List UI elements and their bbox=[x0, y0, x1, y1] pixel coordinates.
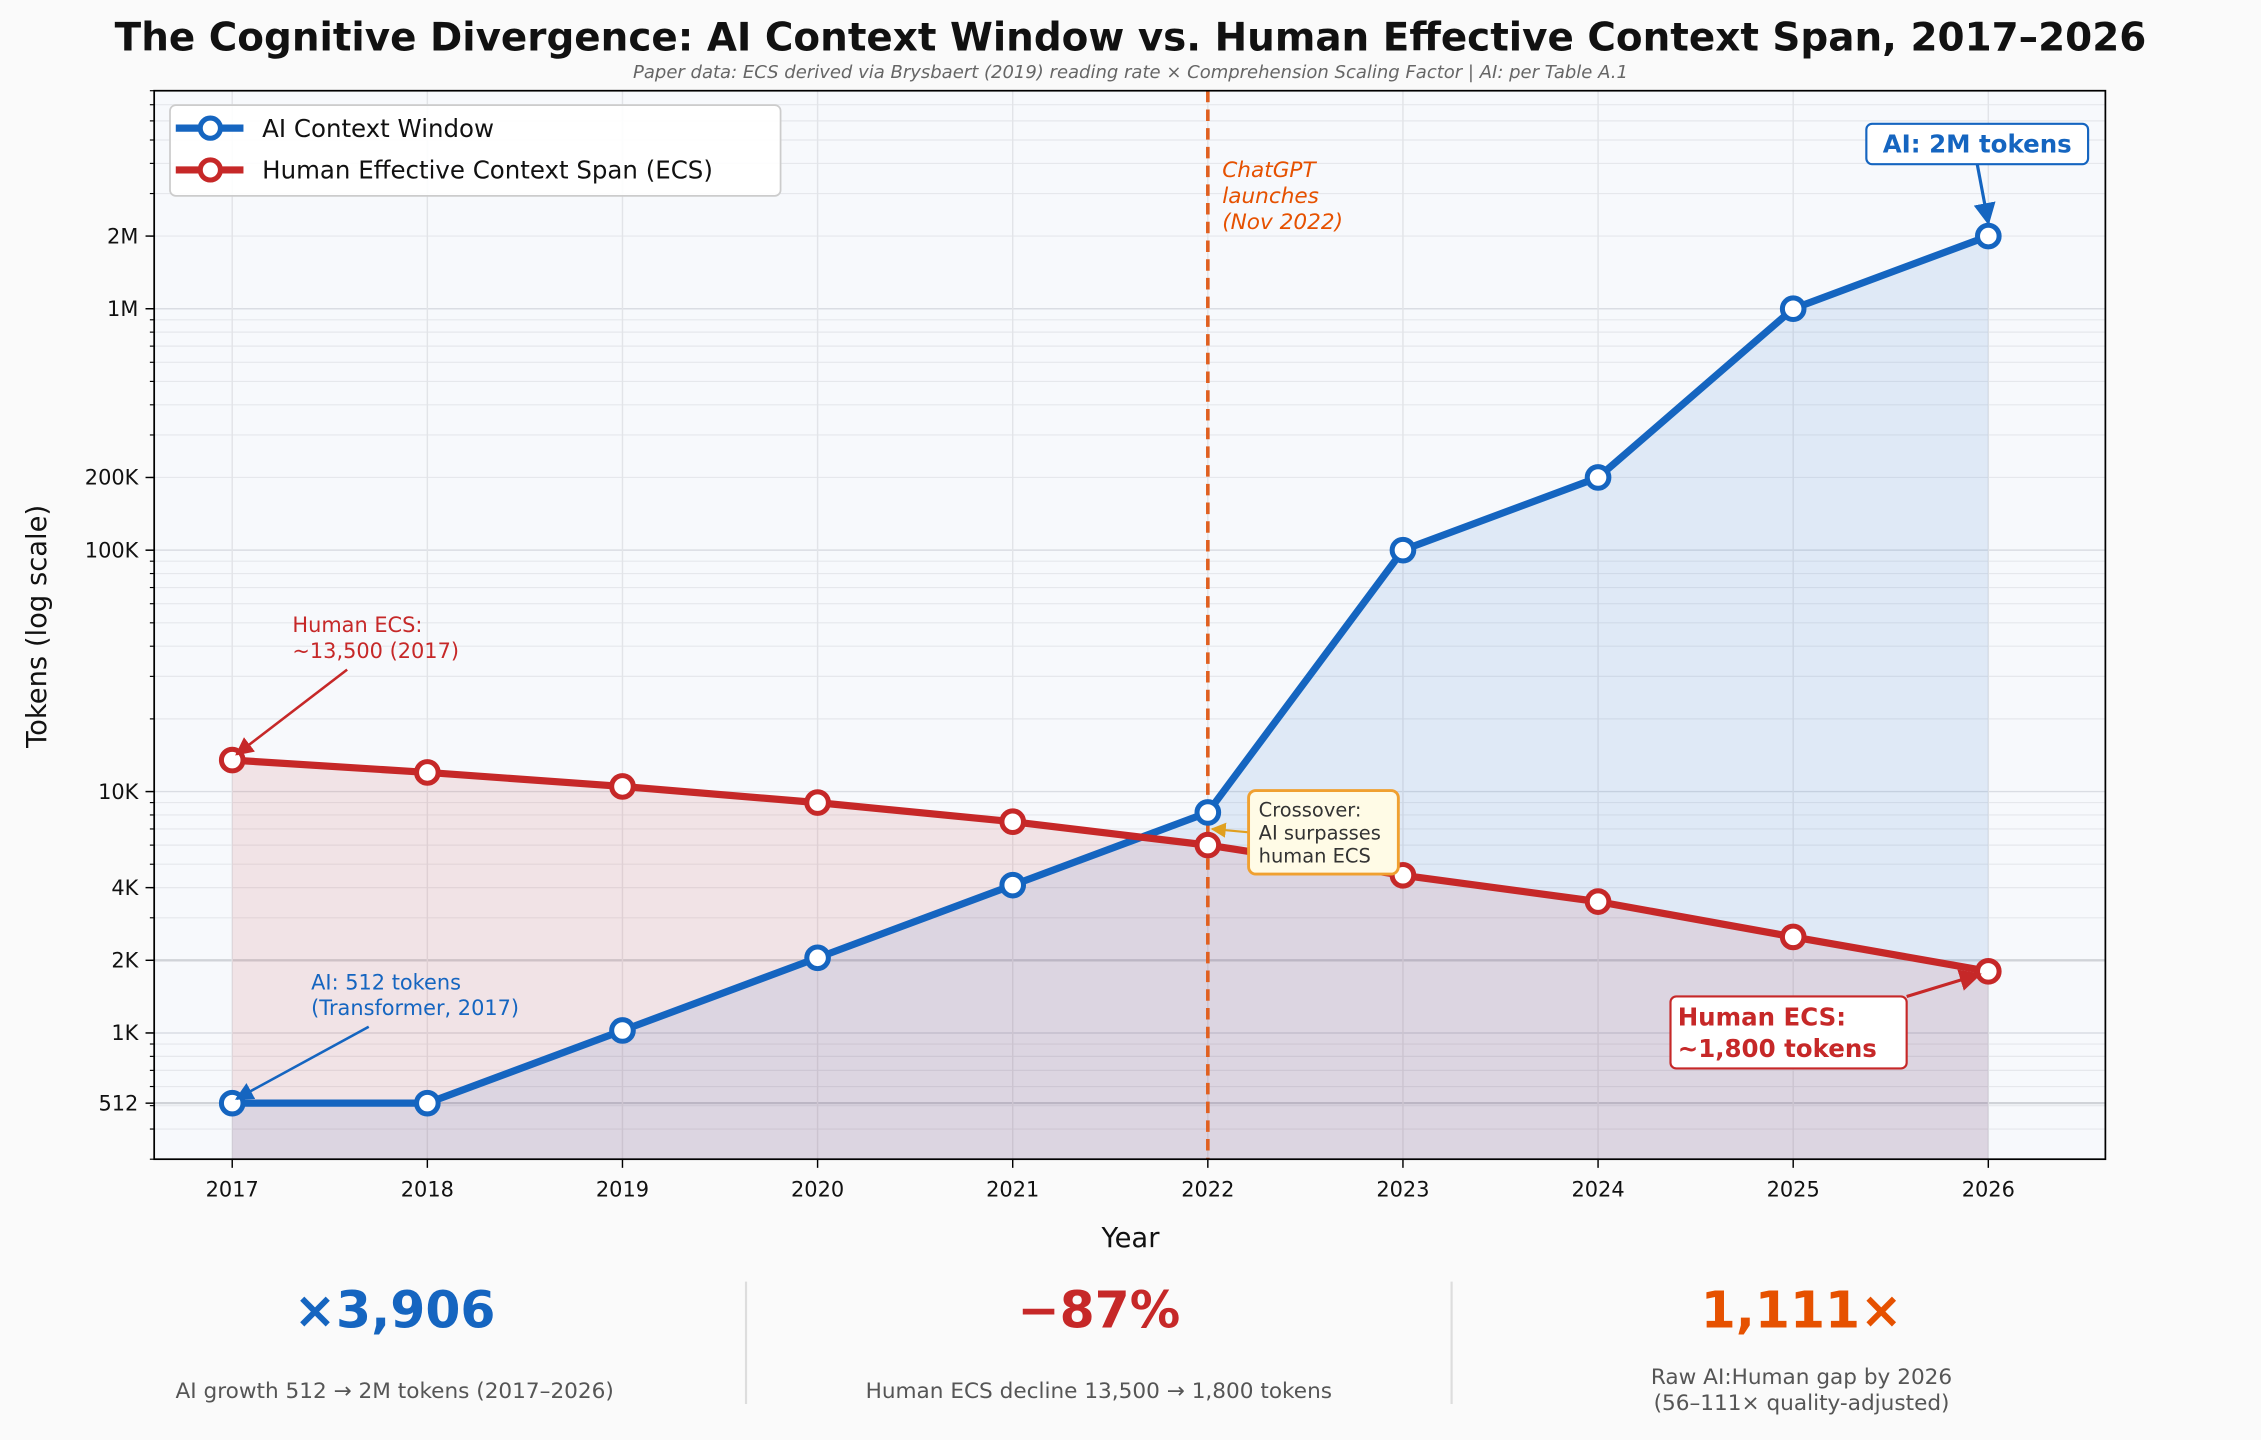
plot-frame bbox=[153, 89, 2107, 1161]
annotation-line: Human ECS: bbox=[292, 613, 422, 637]
stat-label: Raw AI:Human gap by 2026 bbox=[1651, 1365, 1952, 1390]
stat-value: ×3,906 bbox=[294, 1281, 496, 1340]
ai-series-line bbox=[232, 232, 1990, 1107]
x-tick-label: 2024 bbox=[1571, 1178, 1624, 1202]
x-tick-label: 2020 bbox=[791, 1178, 844, 1202]
ai-data-point bbox=[1584, 464, 1612, 491]
annotation-line: AI: 512 tokens bbox=[311, 970, 461, 994]
y-tick-label: 512 bbox=[98, 1091, 138, 1115]
ai-start-annotation: AI: 512 tokens (Transformer, 2017) bbox=[311, 970, 519, 1020]
x-axis-label: Year bbox=[1101, 1223, 1161, 1254]
x-tick-label: 2019 bbox=[596, 1178, 649, 1202]
legend bbox=[169, 104, 782, 197]
y-tick-label: 1K bbox=[111, 1021, 139, 1045]
annotation-line: ~1,800 tokens bbox=[1678, 1034, 1877, 1063]
annotation-arrow bbox=[1210, 822, 1249, 838]
x-tick-label: 2022 bbox=[1181, 1178, 1234, 1202]
human-data-point bbox=[1779, 923, 1807, 951]
ai-end-annotation: AI: 2M tokens bbox=[1883, 130, 2072, 159]
ai-area-fill bbox=[232, 236, 1989, 1160]
x-tick-label: 2021 bbox=[986, 1178, 1039, 1202]
ai-data-point bbox=[1974, 222, 2002, 250]
x-tick-label: 2026 bbox=[1962, 1178, 2015, 1202]
plot-background bbox=[154, 90, 2106, 1160]
y-tick-label: 2K bbox=[111, 948, 139, 972]
crossover-annotation: Crossover: AI surpasses human ECS bbox=[1259, 798, 1381, 867]
legend-swatch-marker bbox=[197, 157, 223, 183]
annotation-line: AI surpasses bbox=[1259, 822, 1381, 845]
legend-label: Human Effective Context Span (ECS) bbox=[262, 156, 713, 185]
y-tick-label: 100K bbox=[85, 538, 140, 562]
human-data-point bbox=[609, 773, 636, 800]
human-start-annotation: Human ECS: ~13,500 (2017) bbox=[292, 613, 459, 663]
legend-label: AI Context Window bbox=[262, 114, 494, 143]
human-data-point bbox=[1584, 888, 1612, 915]
human-data-point bbox=[1974, 958, 2002, 985]
ai-data-point bbox=[609, 1017, 636, 1044]
x-tick-label: 2025 bbox=[1767, 1178, 1820, 1202]
stat-label: Human ECS decline 13,500 → 1,800 tokens bbox=[866, 1379, 1332, 1404]
human-series-line bbox=[232, 756, 1989, 975]
y-axis-label: Tokens (log scale) bbox=[22, 505, 53, 749]
label-line: ChatGPT bbox=[1222, 158, 1317, 183]
human-data-point bbox=[999, 808, 1027, 836]
annotation-arrow bbox=[235, 668, 348, 756]
label-line: launches bbox=[1222, 184, 1319, 209]
human-end-annotation: Human ECS: ~1,800 tokens bbox=[1678, 1002, 1877, 1063]
chart-subtitle: Paper data: ECS derived via Brysbaert (2… bbox=[633, 62, 1628, 83]
y-tick-label: 10K bbox=[98, 780, 140, 804]
annotation-arrow bbox=[234, 1025, 370, 1100]
stat-value: 1,111× bbox=[1701, 1281, 1903, 1340]
human-data-point bbox=[414, 759, 441, 786]
x-tick-label: 2023 bbox=[1376, 1178, 1429, 1202]
y-tick-label: 1M bbox=[107, 297, 138, 321]
crossover-box bbox=[1247, 789, 1400, 876]
human-data-point bbox=[804, 789, 831, 816]
annotation-line: (Transformer, 2017) bbox=[311, 996, 519, 1020]
x-tick-label: 2018 bbox=[401, 1178, 454, 1202]
stat-value: −87% bbox=[1017, 1281, 1180, 1340]
ai-data-point bbox=[804, 944, 831, 972]
y-tick-label: 4K bbox=[111, 876, 139, 900]
human-data-point bbox=[1194, 831, 1222, 859]
annotation-arrow bbox=[1973, 163, 1996, 226]
annotation-line: Crossover: bbox=[1259, 798, 1362, 821]
y-tick-label: 200K bbox=[85, 466, 140, 490]
annotation-arrow bbox=[1906, 969, 1982, 998]
human-area-fill bbox=[232, 760, 1989, 1160]
stat-label: (56–111× quality-adjusted) bbox=[1654, 1391, 1950, 1416]
chatgpt-launch-label: ChatGPT launches (Nov 2022) bbox=[1222, 158, 1343, 235]
ai-data-point bbox=[1779, 295, 1807, 323]
y-tick-label: 2M bbox=[107, 224, 138, 248]
chart-title: The Cognitive Divergence: AI Context Win… bbox=[115, 15, 2147, 60]
ai-data-point bbox=[1194, 799, 1222, 826]
ai-data-point bbox=[1389, 536, 1417, 564]
annotation-line: human ECS bbox=[1259, 845, 1371, 868]
human-end-box bbox=[1669, 995, 1908, 1070]
ai-data-point bbox=[999, 871, 1027, 899]
legend-swatch-marker bbox=[197, 115, 223, 141]
ai-data-point bbox=[414, 1089, 441, 1117]
ai-end-box bbox=[1865, 122, 2090, 166]
annotation-line: Human ECS: bbox=[1678, 1002, 1846, 1031]
label-line: (Nov 2022) bbox=[1222, 210, 1343, 235]
stat-label: AI growth 512 → 2M tokens (2017–2026) bbox=[175, 1379, 613, 1404]
annotation-line: ~13,500 (2017) bbox=[292, 639, 459, 663]
x-tick-label: 2017 bbox=[206, 1178, 259, 1202]
